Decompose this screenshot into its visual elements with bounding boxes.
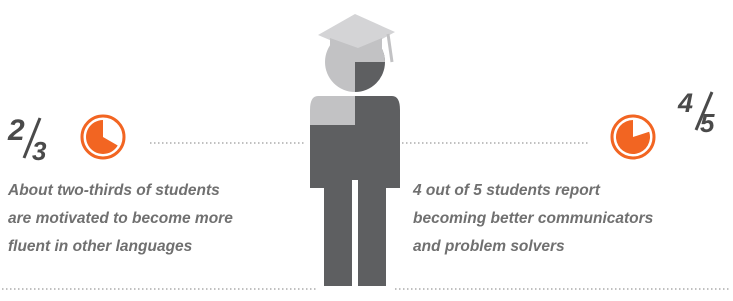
caption-line: are motivated to become more — [8, 210, 233, 227]
caption-line: fluent in other languages — [8, 238, 193, 255]
fraction-denominator: 5 — [700, 108, 715, 138]
infographic: 2 3 4 5 About two-thirds of students are … — [0, 0, 733, 301]
student-figure — [310, 14, 400, 286]
caption-line: 4 out of 5 students report — [412, 182, 601, 199]
caption-line: About two-thirds of students — [7, 182, 220, 199]
fraction-denominator: 3 — [32, 136, 47, 166]
caption-line: and problem solvers — [413, 238, 565, 255]
caption-line: becoming better communicators — [413, 210, 654, 227]
fraction-numerator: 2 — [7, 114, 25, 147]
fraction-numerator: 4 — [677, 88, 693, 118]
